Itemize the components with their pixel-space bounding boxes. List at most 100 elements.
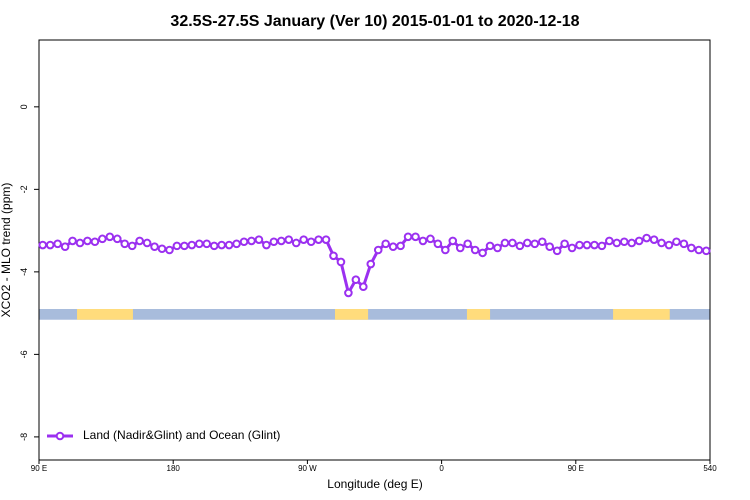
- data-point: [247, 236, 256, 246]
- data-point: [239, 237, 249, 247]
- data-point: [105, 232, 115, 242]
- data-point: [157, 244, 167, 254]
- data-point: [396, 241, 405, 251]
- data-point: [217, 240, 226, 250]
- legend-marker: [55, 431, 65, 441]
- ocean-band: [39, 308, 710, 320]
- data-point: [500, 238, 510, 248]
- data-point: [455, 243, 465, 253]
- data-point: [426, 234, 435, 244]
- data-point: [321, 235, 331, 244]
- data-point: [359, 282, 368, 292]
- y-axis-label: XCO2 - MLO trend (ppm): [0, 183, 13, 318]
- data-point: [448, 236, 458, 246]
- data-point: [478, 248, 487, 258]
- data-point: [433, 239, 443, 249]
- data-point: [515, 241, 525, 251]
- data-point: [344, 288, 353, 298]
- chart-title: 32.5S-27.5S January (Ver 10) 2015-01-01 …: [170, 13, 579, 30]
- data-point: [68, 236, 77, 246]
- data-point: [649, 235, 659, 244]
- y-tick-label: -6: [19, 350, 29, 358]
- data-point: [269, 237, 279, 247]
- land-band: [466, 308, 491, 320]
- data-point: [560, 239, 569, 249]
- data-point: [336, 257, 346, 267]
- data-point: [277, 236, 286, 246]
- x-tick-label: 540: [703, 464, 717, 473]
- data-point: [664, 240, 674, 250]
- data-point: [687, 243, 696, 253]
- data-point: [187, 240, 197, 250]
- data-point: [45, 240, 55, 250]
- data-point: [388, 242, 398, 251]
- data-point: [523, 238, 532, 248]
- legend-label: Land (Nadir&Glint) and Ocean (Glint): [83, 428, 280, 442]
- data-point: [209, 241, 219, 251]
- data-point: [98, 234, 107, 244]
- data-point: [135, 236, 144, 246]
- data-point: [411, 232, 420, 242]
- data-point: [493, 243, 502, 253]
- data-point: [612, 238, 622, 248]
- data-point: [60, 242, 70, 251]
- data-point: [38, 240, 48, 250]
- data-point: [545, 242, 555, 251]
- data-point: [120, 239, 130, 249]
- x-tick-label: 180: [167, 464, 181, 473]
- data-point: [657, 238, 666, 248]
- data-point: [403, 232, 413, 242]
- data-point: [470, 245, 480, 255]
- data-point: [142, 238, 152, 248]
- data-point: [441, 245, 450, 255]
- data-point: [627, 238, 637, 248]
- data-point: [262, 240, 271, 250]
- data-point: [552, 246, 562, 256]
- data-point: [150, 242, 159, 251]
- data-point: [582, 240, 592, 250]
- data-point: [463, 239, 472, 249]
- y-tick-label: -4: [19, 268, 29, 276]
- data-point: [165, 245, 174, 255]
- data-point: [597, 241, 607, 251]
- data-point: [679, 239, 689, 249]
- data-point: [694, 245, 704, 255]
- data-point: [314, 235, 323, 244]
- data-point: [373, 245, 383, 255]
- data-point: [605, 236, 614, 246]
- data-point: [112, 234, 122, 244]
- data-point: [90, 237, 100, 247]
- data-point: [381, 239, 390, 249]
- data-point: [537, 237, 547, 247]
- x-axis-label: Longitude (deg E): [327, 477, 422, 491]
- data-point: [530, 239, 540, 249]
- data-point: [701, 246, 711, 256]
- data-point: [291, 238, 301, 248]
- data-point: [351, 275, 361, 285]
- data-point: [224, 240, 234, 250]
- data-point: [202, 239, 212, 249]
- data-point: [299, 235, 308, 244]
- data-point: [83, 236, 92, 246]
- data-point: [366, 259, 376, 269]
- data-point: [642, 233, 651, 243]
- y-tick-label: -8: [19, 433, 29, 441]
- data-point: [284, 235, 294, 244]
- data-point: [180, 241, 189, 251]
- data-point: [329, 251, 338, 261]
- data-point: [508, 238, 517, 248]
- data-point: [306, 237, 316, 247]
- data-point: [619, 237, 629, 247]
- land-band: [613, 308, 670, 320]
- data-point: [634, 236, 644, 246]
- data-point: [590, 240, 599, 250]
- data-point: [575, 240, 584, 250]
- data-point: [418, 236, 428, 246]
- data-point: [194, 239, 204, 249]
- y-tick-label: -2: [19, 185, 29, 193]
- land-band: [334, 308, 369, 320]
- x-tick-label: 90 E: [568, 464, 584, 473]
- data-point: [485, 241, 495, 251]
- data-point: [567, 243, 577, 253]
